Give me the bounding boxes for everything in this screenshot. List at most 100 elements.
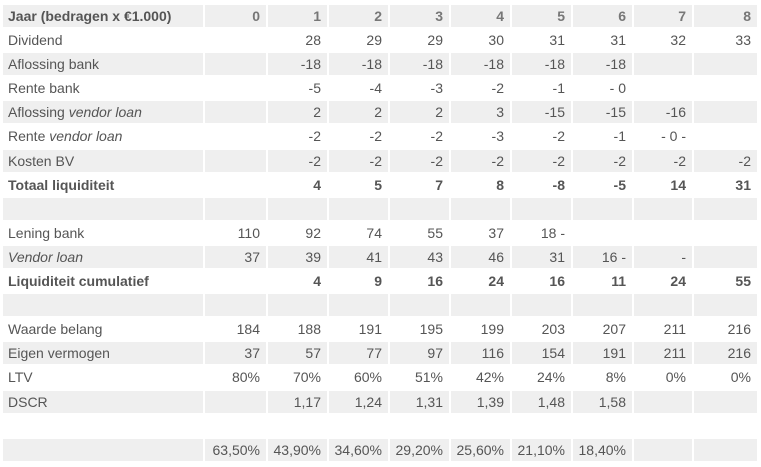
table-cell: -2 bbox=[634, 149, 694, 174]
table-cell: 1,31 bbox=[390, 390, 451, 415]
table-cell: 11 bbox=[573, 270, 634, 295]
row-label: LTV bbox=[3, 366, 205, 391]
table-cell: -18 bbox=[512, 53, 573, 78]
table-cell: 203 bbox=[512, 318, 573, 343]
row-label: Eigen vermogen bbox=[3, 342, 205, 367]
year-header-cell: 4 bbox=[451, 5, 512, 30]
row-label: Liquiditeit cumulatief bbox=[3, 270, 205, 295]
row-label bbox=[3, 294, 205, 319]
table-cell: 92 bbox=[268, 221, 329, 246]
table-cell: 31 bbox=[694, 174, 757, 198]
table-cell bbox=[512, 414, 573, 439]
year-header-cell: 3 bbox=[390, 5, 451, 30]
table-cell: 57 bbox=[268, 342, 329, 367]
table-cell: -2 bbox=[694, 149, 757, 174]
table-cell bbox=[634, 77, 694, 102]
table-cell: 24 bbox=[634, 270, 694, 295]
table-cell bbox=[634, 53, 694, 78]
table-cell: -18 bbox=[390, 53, 451, 78]
table-cell: 4 bbox=[268, 270, 329, 295]
table-cell bbox=[512, 197, 573, 222]
year-header-cell: 7 bbox=[634, 5, 694, 30]
table-cell bbox=[451, 197, 512, 222]
table-cell: 37 bbox=[451, 221, 512, 246]
table-cell: 3 bbox=[451, 101, 512, 126]
table-cell: 29 bbox=[390, 29, 451, 54]
table-cell bbox=[694, 390, 757, 415]
table-cell bbox=[205, 294, 268, 319]
table-cell: -18 bbox=[268, 53, 329, 78]
row-label bbox=[3, 438, 205, 463]
table-cell: 1,39 bbox=[451, 390, 512, 415]
table-cell bbox=[390, 197, 451, 222]
table-cell: 154 bbox=[512, 342, 573, 367]
table-cell bbox=[694, 77, 757, 102]
table-cell: -2 bbox=[573, 149, 634, 174]
table-cell: -18 bbox=[451, 53, 512, 78]
row-label: Totaal liquiditeit bbox=[3, 173, 205, 198]
table-cell: -18 bbox=[329, 53, 390, 78]
table-cell bbox=[329, 294, 390, 319]
table-cell: 5 bbox=[329, 173, 390, 198]
row-label-part: Lening bank bbox=[8, 224, 85, 241]
table-cell: - 0 bbox=[573, 77, 634, 102]
table-cell: 80% bbox=[205, 366, 268, 391]
table-cell: 14 bbox=[634, 173, 694, 198]
table-cell: -2 bbox=[451, 149, 512, 174]
table-cell: 31 bbox=[512, 29, 573, 54]
row-label-part: Totaal liquiditeit bbox=[8, 176, 115, 193]
table-cell bbox=[694, 294, 757, 319]
table-cell: -16 bbox=[634, 101, 694, 126]
table-cell bbox=[694, 125, 757, 150]
year-header-cell: 2 bbox=[329, 5, 390, 30]
table-cell: -2 bbox=[268, 125, 329, 150]
row-label-part: Aflossing bank bbox=[8, 56, 100, 73]
row-label: Rente vendor loan bbox=[3, 125, 205, 150]
row-label-part: Liquiditeit cumulatief bbox=[8, 273, 149, 290]
table-cell: 1,48 bbox=[512, 390, 573, 415]
table-cell: 41 bbox=[329, 245, 390, 271]
table-cell bbox=[205, 270, 268, 295]
table-cell bbox=[634, 221, 694, 246]
table-cell: 42% bbox=[451, 366, 512, 391]
table-cell: 18 - bbox=[512, 221, 573, 246]
table-cell: 216 bbox=[694, 318, 757, 343]
row-label-part: Kosten BV bbox=[8, 152, 75, 169]
row-label-part: Eigen vermogen bbox=[8, 345, 110, 362]
row-label: Rente bank bbox=[3, 77, 205, 102]
table-cell: 31 bbox=[573, 29, 634, 54]
table-cell: 184 bbox=[205, 318, 268, 343]
table-cell: 16 bbox=[512, 270, 573, 295]
table-cell bbox=[694, 197, 757, 222]
table-cell bbox=[268, 414, 329, 439]
table-cell: 2 bbox=[390, 101, 451, 126]
table-cell bbox=[205, 149, 268, 174]
table-cell: 77 bbox=[329, 342, 390, 367]
table-cell: 207 bbox=[573, 318, 634, 343]
table-cell: 34,60% bbox=[329, 438, 390, 463]
table-cell bbox=[573, 294, 634, 319]
table-cell: 2 bbox=[329, 101, 390, 126]
table-cell: -3 bbox=[451, 125, 512, 150]
table-cell: -2 bbox=[390, 149, 451, 174]
row-label-part: DSCR bbox=[8, 393, 48, 410]
row-label-part: Aflossing bbox=[8, 104, 69, 121]
table-cell: -2 bbox=[268, 149, 329, 174]
table-cell: 55 bbox=[390, 221, 451, 246]
table-cell: -2 bbox=[512, 149, 573, 174]
table-cell: -8 bbox=[512, 173, 573, 198]
year-header-cell: 6 bbox=[573, 5, 634, 30]
row-label-part: vendor loan bbox=[49, 128, 123, 145]
table-cell: -18 bbox=[573, 53, 634, 78]
year-header-cell: 5 bbox=[512, 5, 573, 30]
table-cell: 216 bbox=[694, 342, 757, 367]
table-cell bbox=[205, 125, 268, 150]
table-cell: 33 bbox=[694, 29, 757, 54]
table-cell bbox=[694, 245, 757, 271]
table-cell: 51% bbox=[390, 366, 451, 391]
table-cell: 21,10% bbox=[512, 438, 573, 463]
row-label: Vendor loan bbox=[3, 245, 205, 271]
table-cell: 55 bbox=[694, 270, 757, 295]
table-cell: -15 bbox=[512, 101, 573, 126]
table-cell bbox=[634, 390, 694, 415]
